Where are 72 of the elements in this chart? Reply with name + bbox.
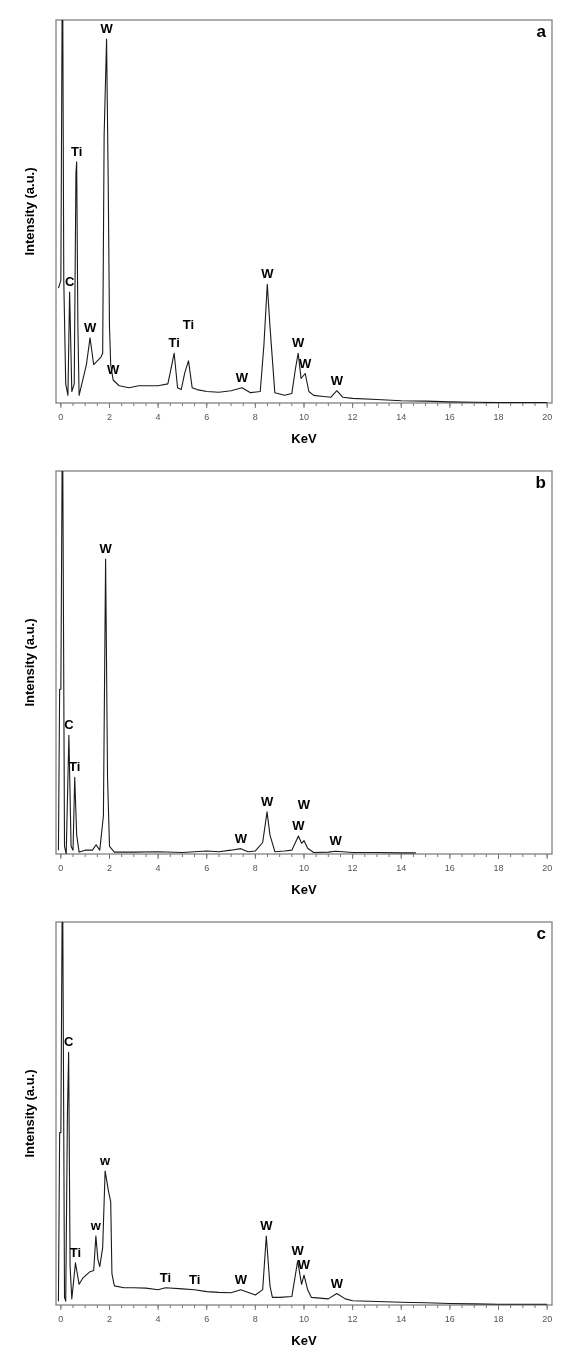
x-tick-label: 4 — [155, 863, 161, 873]
annotation: W — [292, 818, 306, 833]
x-tick-label: 2 — [106, 1314, 112, 1324]
annotation: W — [260, 793, 274, 809]
y-axis-title: Intensity (a.u.) — [22, 618, 37, 707]
x-tick-label: 12 — [347, 412, 358, 422]
annotation: W — [297, 796, 311, 812]
annotation: W — [292, 335, 306, 351]
annotation: C — [63, 1034, 74, 1050]
annotation: W — [330, 372, 344, 388]
x-tick-label: 16 — [444, 863, 455, 873]
x-tick-label: 14 — [396, 1314, 407, 1324]
annotation: C — [64, 717, 75, 733]
annotation: W — [100, 21, 114, 37]
x-tick-label: 0 — [58, 1314, 64, 1324]
y-axis-title: Intensity (a.u.) — [22, 1069, 37, 1158]
annotation: W — [299, 355, 313, 371]
x-tick-label: 2 — [106, 412, 112, 422]
annotation: Ti — [69, 1244, 82, 1260]
annotation: W — [330, 1275, 344, 1291]
annotation: W — [107, 362, 120, 378]
y-axis-title: Intensity (a.u.) — [22, 167, 37, 256]
x-tick-label: 6 — [204, 1314, 210, 1324]
x-axis-title: KeV — [291, 1333, 317, 1348]
annotation: W — [234, 830, 248, 846]
annotation: W — [235, 369, 249, 385]
chart-title: b — [535, 473, 546, 492]
x-tick-label: 8 — [252, 1314, 258, 1324]
x-tick-label: 12 — [347, 863, 358, 873]
x-axis-title: KeV — [291, 882, 317, 897]
annotation: W — [329, 833, 343, 849]
x-tick-label: 12 — [347, 1314, 358, 1324]
x-tick-label: 18 — [493, 412, 504, 422]
x-tick-label: 4 — [155, 412, 161, 422]
x-tick-label: 8 — [252, 863, 258, 873]
x-tick-label: 18 — [493, 1314, 504, 1324]
x-tick-label: 6 — [204, 412, 210, 422]
x-tick-label: 8 — [252, 412, 258, 422]
annotation: W — [260, 1218, 274, 1234]
annotation: Ti — [168, 335, 180, 351]
x-tick-label: 4 — [155, 1314, 161, 1324]
annotation: Ti — [71, 143, 83, 159]
x-tick-label: 0 — [58, 863, 64, 873]
annotation: Ti — [182, 316, 195, 332]
annotation: W — [297, 1257, 311, 1273]
x-tick-label: 10 — [298, 412, 310, 422]
x-tick-label: 16 — [444, 1314, 455, 1324]
annotation: w — [99, 1152, 112, 1168]
x-tick-label: 6 — [204, 863, 210, 873]
x-axis-title: KeV — [291, 431, 317, 446]
x-tick-label: 20 — [542, 863, 553, 873]
annotation: W — [291, 1242, 305, 1258]
x-tick-label: 18 — [493, 863, 504, 873]
annotation: Ti — [159, 1269, 172, 1285]
annotation: w — [89, 1218, 102, 1234]
annotation: W — [83, 319, 97, 335]
x-tick-label: 2 — [106, 863, 112, 873]
annotation: W — [99, 541, 113, 557]
x-tick-label: 20 — [542, 412, 553, 422]
x-tick-label: 10 — [298, 863, 310, 873]
x-tick-label: 16 — [444, 412, 455, 422]
x-tick-label: 14 — [396, 412, 407, 422]
annotation: C — [64, 273, 75, 289]
chart-title: c — [536, 924, 546, 943]
annotation: W — [261, 266, 275, 282]
x-tick-label: 20 — [542, 1314, 553, 1324]
annotation: W — [234, 1271, 248, 1287]
x-tick-label: 14 — [396, 863, 407, 873]
x-tick-label: 10 — [298, 1314, 310, 1324]
annotation: Ti — [188, 1271, 201, 1287]
chart-title: a — [536, 22, 547, 41]
x-tick-label: 0 — [58, 412, 64, 422]
